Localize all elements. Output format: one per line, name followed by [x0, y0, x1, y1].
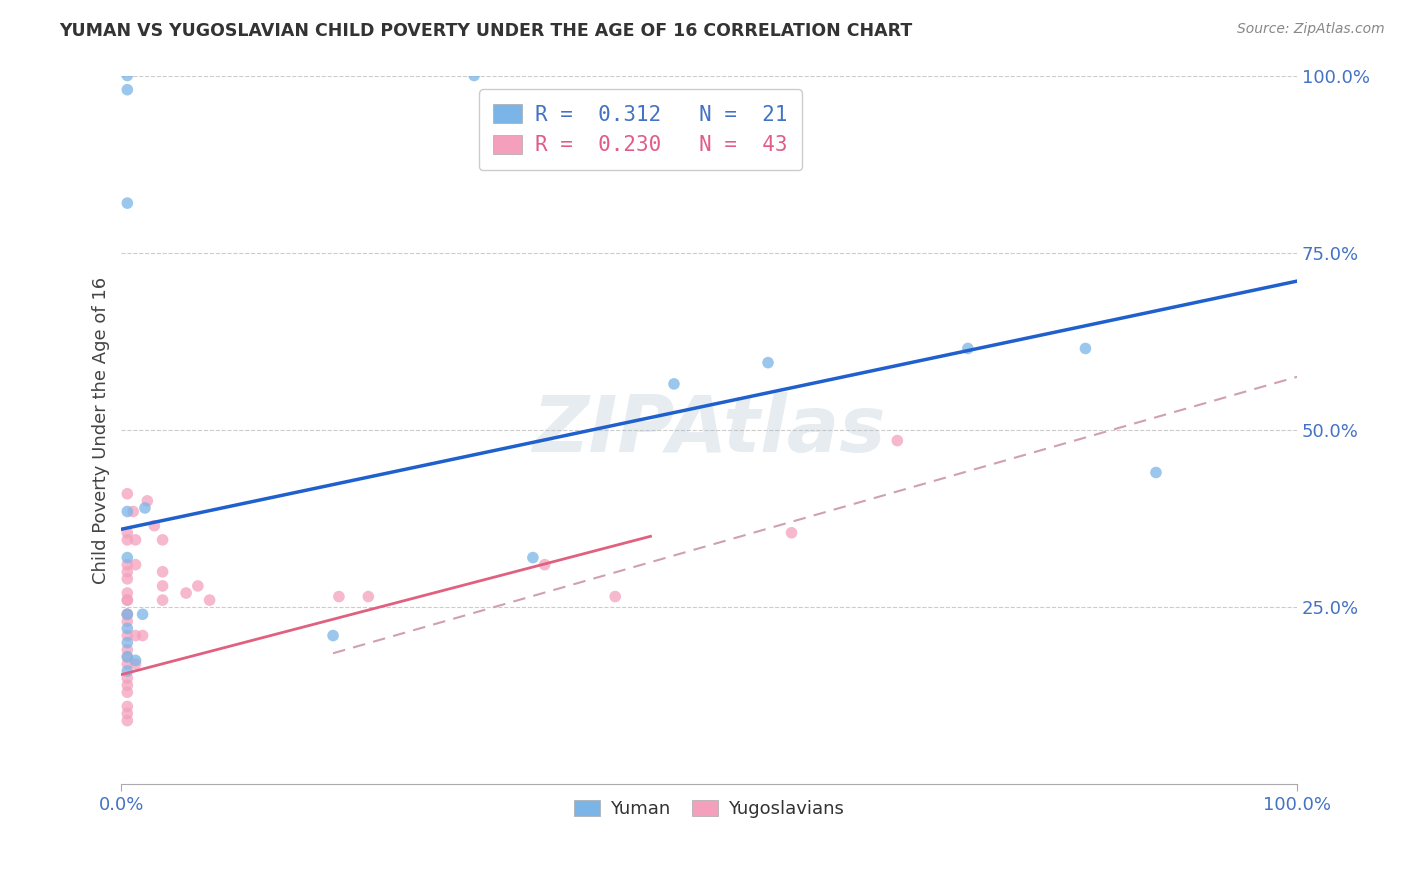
Point	[117, 593, 139, 607]
Point	[117, 706, 139, 721]
Point	[886, 434, 908, 448]
Point	[124, 533, 146, 547]
Point	[117, 671, 139, 685]
Point	[117, 714, 139, 728]
Point	[124, 558, 146, 572]
Point	[117, 635, 139, 649]
Point	[117, 565, 139, 579]
Point	[662, 376, 685, 391]
Point	[117, 525, 139, 540]
Y-axis label: Child Poverty Under the Age of 16: Child Poverty Under the Age of 16	[93, 277, 110, 583]
Point	[463, 69, 485, 83]
Point	[117, 558, 139, 572]
Point	[122, 504, 145, 518]
Point	[152, 565, 174, 579]
Point	[117, 615, 139, 629]
Point	[187, 579, 209, 593]
Point	[117, 504, 139, 518]
Point	[124, 653, 146, 667]
Point	[124, 657, 146, 671]
Point	[780, 525, 803, 540]
Text: ZIPAtlas: ZIPAtlas	[533, 392, 886, 468]
Point	[152, 533, 174, 547]
Point	[1074, 342, 1097, 356]
Point	[117, 550, 139, 565]
Point	[533, 558, 555, 572]
Point	[117, 607, 139, 622]
Point	[143, 518, 166, 533]
Point	[117, 586, 139, 600]
Point	[117, 593, 139, 607]
Point	[117, 657, 139, 671]
Point	[131, 607, 153, 622]
Point	[117, 607, 139, 622]
Point	[117, 69, 139, 83]
Point	[117, 622, 139, 636]
Point	[198, 593, 221, 607]
Point	[136, 494, 159, 508]
Legend: Yuman, Yugoslavians: Yuman, Yugoslavians	[567, 792, 852, 825]
Point	[1144, 466, 1167, 480]
Point	[117, 83, 139, 97]
Point	[131, 629, 153, 643]
Point	[522, 550, 544, 565]
Point	[357, 590, 380, 604]
Point	[134, 500, 156, 515]
Point	[117, 649, 139, 664]
Point	[322, 629, 344, 643]
Point	[117, 533, 139, 547]
Point	[152, 593, 174, 607]
Point	[328, 590, 350, 604]
Point	[117, 629, 139, 643]
Text: YUMAN VS YUGOSLAVIAN CHILD POVERTY UNDER THE AGE OF 16 CORRELATION CHART: YUMAN VS YUGOSLAVIAN CHILD POVERTY UNDER…	[59, 22, 912, 40]
Point	[174, 586, 197, 600]
Point	[605, 590, 627, 604]
Point	[117, 678, 139, 692]
Point	[117, 685, 139, 699]
Point	[117, 649, 139, 664]
Point	[117, 196, 139, 211]
Point	[124, 629, 146, 643]
Point	[117, 699, 139, 714]
Text: Source: ZipAtlas.com: Source: ZipAtlas.com	[1237, 22, 1385, 37]
Point	[152, 579, 174, 593]
Point	[117, 664, 139, 678]
Point	[117, 572, 139, 586]
Point	[956, 342, 979, 356]
Point	[756, 356, 779, 370]
Point	[117, 607, 139, 622]
Point	[117, 487, 139, 501]
Point	[117, 642, 139, 657]
